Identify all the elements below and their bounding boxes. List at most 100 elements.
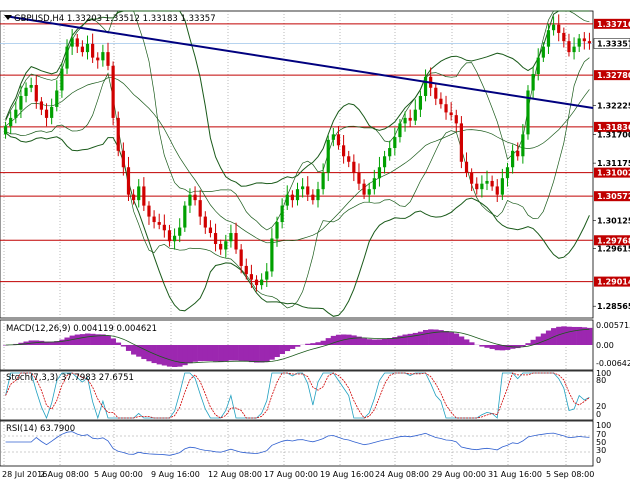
macd-bar — [294, 345, 301, 347]
candle-body — [418, 95, 423, 110]
candle-body — [341, 145, 346, 157]
price-axis: 1.33716 1.33357 1.32780 1.32225 1.318361.317… — [593, 18, 630, 311]
time-tick-label: 31 Aug 16:00 — [488, 470, 542, 479]
macd-bar — [146, 345, 152, 362]
macd-bar — [351, 335, 357, 345]
price-tick-label: 1.33716 — [597, 20, 630, 29]
candle-body — [162, 224, 166, 231]
candle-body — [213, 233, 218, 244]
macd-bar — [54, 341, 60, 345]
candle-body — [132, 194, 136, 201]
price-tick-label: 1.29768 — [597, 236, 630, 245]
macd-bar — [525, 343, 531, 345]
macd-bar — [330, 335, 337, 345]
candle-body — [336, 134, 341, 146]
candle-body — [454, 115, 458, 124]
candle-body — [541, 46, 545, 58]
candle-body — [91, 43, 95, 58]
macd-signal-line — [5, 328, 590, 364]
candle-body — [44, 109, 49, 118]
price-tag — [594, 191, 630, 202]
macd-bar — [392, 337, 398, 345]
candle-body — [526, 90, 530, 135]
macd-bar — [115, 342, 122, 345]
candle-body — [75, 38, 79, 47]
candle-body — [14, 109, 18, 118]
rsi-axis-label: 100 — [596, 421, 611, 430]
candle-body — [50, 106, 54, 118]
candle-body — [254, 279, 259, 286]
macd-bar — [382, 338, 388, 345]
macd-bar — [125, 345, 132, 351]
candle-body — [352, 161, 356, 173]
rsi-line — [5, 431, 590, 456]
candle-body — [172, 235, 177, 242]
candle-body — [244, 265, 248, 275]
macd-bar — [156, 345, 163, 365]
macd-bar — [320, 340, 326, 345]
macd-bar — [136, 345, 142, 357]
candle-body — [106, 52, 110, 66]
macd-bar — [182, 345, 188, 366]
macd-bar — [131, 345, 137, 355]
macd-bar — [90, 333, 96, 345]
candle-body — [521, 134, 525, 157]
macd-bar — [197, 345, 204, 362]
macd-bar — [407, 333, 414, 345]
macd-bar — [515, 345, 521, 349]
trendline-line[interactable] — [7, 15, 594, 110]
candle-body — [582, 38, 586, 42]
candle-body — [423, 76, 428, 96]
candle-body — [357, 172, 361, 184]
horizontal-levels[interactable] — [0, 23, 593, 283]
collapse-triangle-icon[interactable] — [4, 15, 12, 20]
time-tick-label: 17 Aug 00:00 — [264, 470, 318, 479]
price-tag — [594, 70, 630, 81]
macd-bar — [545, 330, 552, 345]
candle-body — [311, 194, 315, 201]
stoch-axis-label: 0 — [596, 410, 601, 419]
macd-axis-label: 0.005715 — [596, 321, 630, 330]
candle-body — [587, 41, 592, 44]
macd-bar — [571, 326, 577, 345]
candle-body — [183, 205, 187, 228]
trendline[interactable] — [7, 15, 594, 110]
macd-bar — [192, 345, 198, 362]
macd-bar — [417, 331, 424, 345]
time-tick-label: 5 Aug 00:00 — [94, 470, 143, 479]
macd-bar — [376, 339, 383, 345]
macd-bar — [110, 338, 116, 345]
candle-body — [557, 24, 561, 33]
candle-body — [321, 172, 325, 190]
price-tick-label: 1.30572 — [597, 192, 630, 201]
rsi-axis-label: 30 — [596, 446, 606, 455]
price-tick-label: 1.31836 — [597, 123, 630, 132]
candle-body — [382, 156, 387, 168]
macd-bar — [74, 334, 81, 345]
candle-body — [157, 222, 161, 225]
candle-body — [398, 123, 402, 138]
time-tick-label: 5 Sep 08:00 — [546, 470, 594, 479]
macd-bar — [105, 335, 111, 345]
candle-body — [388, 148, 392, 157]
candle-body — [505, 167, 510, 179]
candle-body — [372, 178, 376, 190]
price-tick-label: 1.31175 — [597, 159, 630, 168]
macd-bar — [556, 326, 562, 345]
macd-bar — [484, 345, 490, 348]
macd-bar — [463, 339, 470, 345]
panel-frame — [0, 370, 594, 421]
macd-bar — [259, 345, 265, 363]
macd-bar — [38, 340, 45, 345]
macd-bar — [494, 345, 501, 351]
candle-body — [193, 194, 197, 201]
macd-bar — [402, 334, 408, 345]
candle-body — [413, 109, 417, 121]
candle-body — [449, 112, 453, 116]
price-tag — [594, 235, 630, 246]
candle-body — [9, 117, 13, 127]
candle-body — [19, 95, 23, 110]
macd-bar — [438, 330, 444, 345]
candle-body — [34, 85, 38, 102]
candle-body — [546, 30, 551, 47]
